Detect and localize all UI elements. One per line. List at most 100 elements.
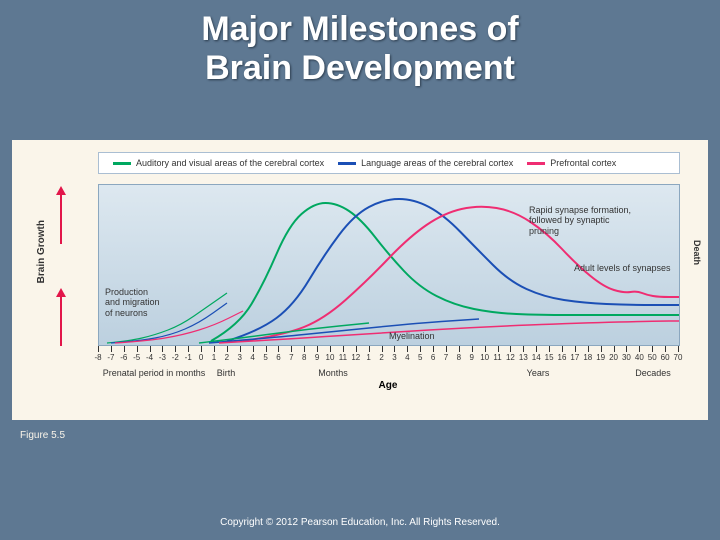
x-tick-label: 70 bbox=[674, 353, 683, 362]
x-segment-label: Prenatal period in months bbox=[103, 368, 206, 378]
x-tick-label: 15 bbox=[545, 353, 554, 362]
x-tick bbox=[420, 346, 421, 352]
x-tick-label: 6 bbox=[431, 353, 435, 362]
x-tick bbox=[227, 346, 228, 352]
x-tick-label: -7 bbox=[107, 353, 114, 362]
x-tick-label: -5 bbox=[133, 353, 140, 362]
x-segment-label: Years bbox=[527, 368, 550, 378]
figure-panel: Auditory and visual areas of the cerebra… bbox=[12, 140, 708, 420]
x-tick bbox=[510, 346, 511, 352]
x-tick bbox=[614, 346, 615, 352]
x-tick bbox=[150, 346, 151, 352]
x-tick-label: 10 bbox=[480, 353, 489, 362]
x-tick bbox=[266, 346, 267, 352]
y-axis-label: Brain Growth bbox=[36, 220, 47, 283]
x-tick-label: 3 bbox=[238, 353, 242, 362]
chart-annotation: Rapid synapse formation, followed by syn… bbox=[529, 205, 639, 236]
x-tick-label: 9 bbox=[470, 353, 474, 362]
x-tick-label: -1 bbox=[185, 353, 192, 362]
x-tick bbox=[343, 346, 344, 352]
x-tick-label: 9 bbox=[315, 353, 319, 362]
figure-number: Figure 5.5 bbox=[20, 430, 65, 441]
x-tick bbox=[162, 346, 163, 352]
x-tick-label: 19 bbox=[596, 353, 605, 362]
x-tick-label: 20 bbox=[609, 353, 618, 362]
x-tick-label: -3 bbox=[159, 353, 166, 362]
copyright-text: Copyright © 2012 Pearson Education, Inc.… bbox=[0, 517, 720, 528]
x-tick-label: -6 bbox=[120, 353, 127, 362]
x-tick bbox=[188, 346, 189, 352]
legend-label: Language areas of the cerebral cortex bbox=[361, 158, 513, 168]
x-tick-label: 40 bbox=[635, 353, 644, 362]
x-tick-label: 11 bbox=[339, 353, 347, 362]
x-tick bbox=[485, 346, 486, 352]
x-tick bbox=[330, 346, 331, 352]
x-tick bbox=[317, 346, 318, 352]
x-tick-label: 14 bbox=[532, 353, 541, 362]
x-segment-label: Birth bbox=[217, 368, 236, 378]
x-tick bbox=[291, 346, 292, 352]
x-tick-label: 5 bbox=[418, 353, 422, 362]
legend-swatch bbox=[338, 162, 356, 165]
x-tick bbox=[678, 346, 679, 352]
x-tick-label: 7 bbox=[289, 353, 293, 362]
arrow-stem bbox=[60, 296, 62, 346]
x-tick bbox=[240, 346, 241, 352]
x-tick-label: 50 bbox=[648, 353, 657, 362]
x-tick-label: -8 bbox=[94, 353, 101, 362]
x-tick-label: 4 bbox=[405, 353, 409, 362]
x-tick-label: 6 bbox=[276, 353, 280, 362]
x-segment-label: Decades bbox=[635, 368, 671, 378]
legend: Auditory and visual areas of the cerebra… bbox=[98, 152, 680, 174]
x-axis-title: Age bbox=[98, 380, 678, 391]
x-tick bbox=[304, 346, 305, 352]
x-tick-label: 0 bbox=[199, 353, 203, 362]
x-tick bbox=[124, 346, 125, 352]
legend-swatch bbox=[527, 162, 545, 165]
chart-annotation: Myelination bbox=[389, 331, 469, 341]
x-tick bbox=[369, 346, 370, 352]
x-tick bbox=[472, 346, 473, 352]
x-tick-label: 4 bbox=[250, 353, 254, 362]
x-tick bbox=[356, 346, 357, 352]
x-tick bbox=[523, 346, 524, 352]
x-tick-label: 18 bbox=[583, 353, 592, 362]
x-tick bbox=[175, 346, 176, 352]
x-tick bbox=[278, 346, 279, 352]
arrow-stem bbox=[60, 194, 62, 244]
x-tick-label: 12 bbox=[506, 353, 515, 362]
x-tick-label: 2 bbox=[379, 353, 383, 362]
x-tick-label: -2 bbox=[172, 353, 179, 362]
x-tick bbox=[433, 346, 434, 352]
x-tick-label: 8 bbox=[302, 353, 306, 362]
chart-annotation: Production and migration of neurons bbox=[105, 287, 163, 318]
x-tick bbox=[588, 346, 589, 352]
x-segment-label: Months bbox=[318, 368, 348, 378]
x-tick bbox=[446, 346, 447, 352]
x-tick bbox=[536, 346, 537, 352]
x-tick bbox=[382, 346, 383, 352]
x-tick bbox=[459, 346, 460, 352]
x-tick bbox=[201, 346, 202, 352]
x-tick-label: 5 bbox=[263, 353, 267, 362]
x-tick bbox=[137, 346, 138, 352]
x-tick-label: 1 bbox=[212, 353, 216, 362]
x-tick bbox=[498, 346, 499, 352]
x-tick-label: 11 bbox=[493, 353, 501, 362]
x-tick bbox=[214, 346, 215, 352]
chart-annotation: Adult levels of synapses bbox=[574, 263, 684, 273]
x-tick-label: 8 bbox=[457, 353, 461, 362]
title-line-2: Brain Development bbox=[0, 49, 720, 88]
x-tick bbox=[111, 346, 112, 352]
x-tick bbox=[626, 346, 627, 352]
x-tick-label: 1 bbox=[366, 353, 370, 362]
x-tick bbox=[407, 346, 408, 352]
x-tick-label: 60 bbox=[661, 353, 670, 362]
x-tick-label: 30 bbox=[622, 353, 631, 362]
x-tick-label: 13 bbox=[519, 353, 528, 362]
x-tick bbox=[394, 346, 395, 352]
x-tick bbox=[652, 346, 653, 352]
x-tick-label: 12 bbox=[351, 353, 360, 362]
x-tick bbox=[549, 346, 550, 352]
legend-label: Prefrontal cortex bbox=[550, 158, 616, 168]
